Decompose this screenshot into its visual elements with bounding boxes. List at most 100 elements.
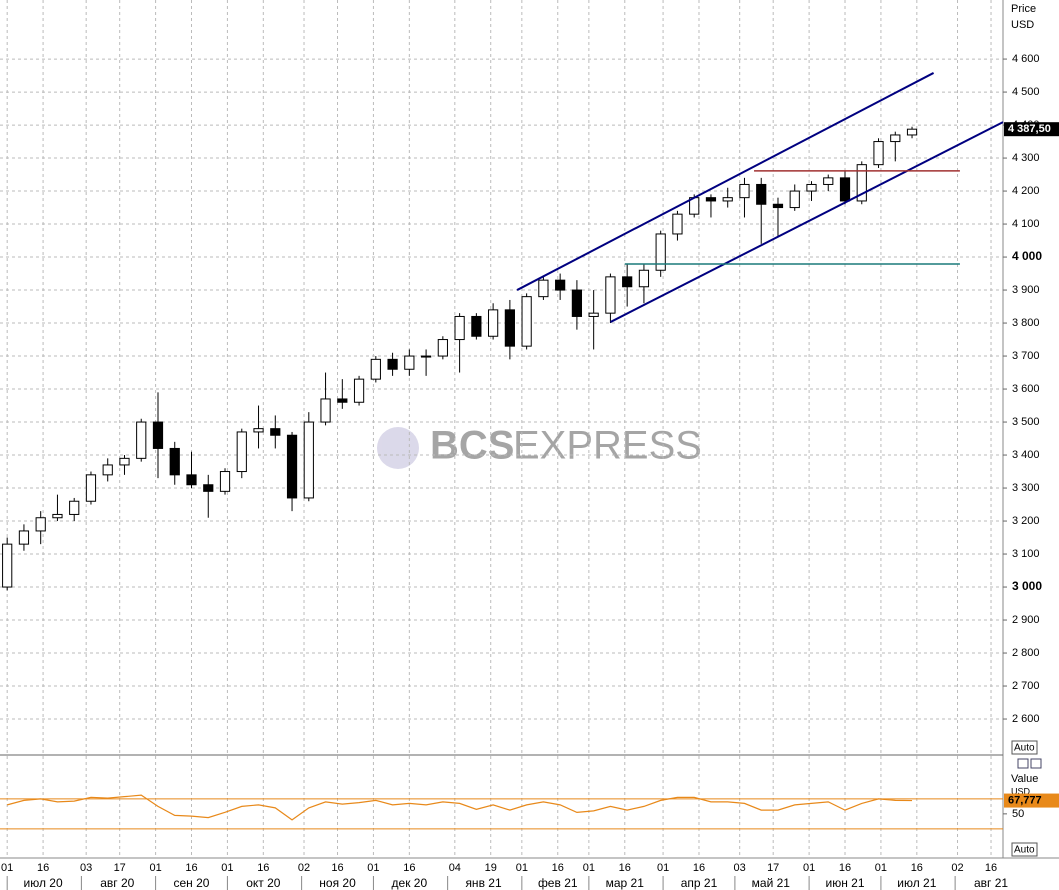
month-label: янв 21 <box>465 876 502 890</box>
month-label: июл 20 <box>24 876 63 890</box>
y-tick-label: 4 500 <box>1012 86 1040 98</box>
candle-body <box>504 309 515 347</box>
candle-body <box>756 183 767 205</box>
panel-close[interactable] <box>1030 758 1042 769</box>
candle-body <box>119 457 130 466</box>
candle-body <box>337 398 348 403</box>
last-price-label: 4 387,50 <box>1008 123 1051 135</box>
candle-body <box>35 517 46 532</box>
y-tick-label: 3 600 <box>1012 383 1040 395</box>
axis-title: Value <box>1011 773 1038 785</box>
panel-button[interactable] <box>1017 758 1029 769</box>
watermark-text: EXPRESS <box>513 424 702 468</box>
candle-body <box>772 203 784 209</box>
candle-body <box>320 398 331 423</box>
y-tick-label: 2 700 <box>1012 680 1040 692</box>
candle-body <box>370 358 381 380</box>
x-tick-label: 02 <box>951 862 963 874</box>
x-tick-label: 01 <box>516 862 528 874</box>
y-tick-label: 4 600 <box>1012 53 1040 65</box>
x-tick-label: 16 <box>331 862 343 874</box>
candle-body <box>823 177 834 185</box>
y-tick-label: 3 400 <box>1012 449 1040 461</box>
y-tick-label: 3 200 <box>1012 515 1040 527</box>
month-label: июн 21 <box>826 876 865 890</box>
candle-body <box>152 421 164 449</box>
candle-body <box>605 276 616 314</box>
candle-body <box>906 128 918 136</box>
month-label: май 21 <box>752 876 791 890</box>
x-tick-label: 16 <box>693 862 705 874</box>
axis-title: Price <box>1011 3 1036 15</box>
auto-button-label: Auto <box>1014 845 1035 856</box>
x-tick-label: 16 <box>985 862 997 874</box>
candle-body <box>454 315 465 341</box>
y-tick-label: 3 100 <box>1012 548 1040 560</box>
axis-unit: USD <box>1011 19 1034 31</box>
y-tick-label: 3 900 <box>1012 284 1040 296</box>
candle-body <box>169 447 180 476</box>
x-tick-label: 16 <box>185 862 197 874</box>
candle-body <box>286 434 298 499</box>
y-tick-label: 4 300 <box>1012 152 1040 164</box>
candle-body <box>722 197 733 202</box>
trendline <box>516 72 935 291</box>
candle-body <box>806 183 817 192</box>
candle-body <box>186 474 197 486</box>
month-label: окт 20 <box>246 876 281 890</box>
x-tick-label: 01 <box>657 862 669 874</box>
y-tick-label: 4 200 <box>1012 185 1040 197</box>
candle-body <box>538 279 549 298</box>
x-tick-label: 17 <box>114 862 126 874</box>
candle-body <box>856 164 867 202</box>
auto-button-label: Auto <box>1014 743 1035 754</box>
x-tick-label: 16 <box>552 862 564 874</box>
candle-body <box>52 513 63 519</box>
y-tick-label: 2 800 <box>1012 647 1040 659</box>
month-label: сен 20 <box>174 876 210 890</box>
x-tick-label: 01 <box>875 862 887 874</box>
month-label: фев 21 <box>538 876 578 890</box>
indicator-line <box>7 794 913 821</box>
x-tick-label: 17 <box>767 862 779 874</box>
last-value-label: 67,777 <box>1008 794 1042 806</box>
candle-body <box>387 358 398 370</box>
month-label: апр 21 <box>681 876 718 890</box>
candle-body <box>705 197 717 202</box>
watermark-text: BCS <box>430 424 514 468</box>
x-tick-label: 01 <box>221 862 233 874</box>
watermark: BCS EXPRESS <box>377 424 702 469</box>
y-tick-label: 3 300 <box>1012 482 1040 494</box>
candle-body <box>18 530 30 545</box>
candle-body <box>521 296 532 347</box>
trendline <box>609 121 1004 323</box>
candle-body <box>136 421 147 459</box>
candle-body <box>655 233 666 271</box>
auto-button[interactable] <box>1011 842 1038 857</box>
auto-button[interactable] <box>1011 740 1038 755</box>
candle-body <box>471 315 482 337</box>
watermark-logo <box>377 427 419 469</box>
candle-body <box>2 543 13 588</box>
month-label: мар 21 <box>606 876 645 890</box>
month-label: ноя 20 <box>319 876 356 890</box>
y-tick-label: 3 700 <box>1012 350 1040 362</box>
candle-body <box>420 355 432 358</box>
x-tick-label: 01 <box>367 862 379 874</box>
candle-body <box>873 141 884 166</box>
y-tick-label: 2 900 <box>1012 614 1040 626</box>
candle-body <box>588 312 599 317</box>
candle-body <box>437 339 448 357</box>
candle-body <box>253 428 264 433</box>
x-tick-label: 16 <box>257 862 269 874</box>
y-tick-label: 3 500 <box>1012 416 1040 428</box>
x-tick-label: 16 <box>403 862 415 874</box>
x-tick-label: 03 <box>734 862 746 874</box>
candle-body <box>85 474 97 502</box>
candle-body <box>270 428 281 436</box>
y-tick-label: 4 000 <box>1012 249 1042 263</box>
last-value-box <box>1004 793 1059 808</box>
x-tick-label: 01 <box>149 862 161 874</box>
candle-body <box>890 134 901 143</box>
y-tick-label: 3 000 <box>1012 579 1042 593</box>
